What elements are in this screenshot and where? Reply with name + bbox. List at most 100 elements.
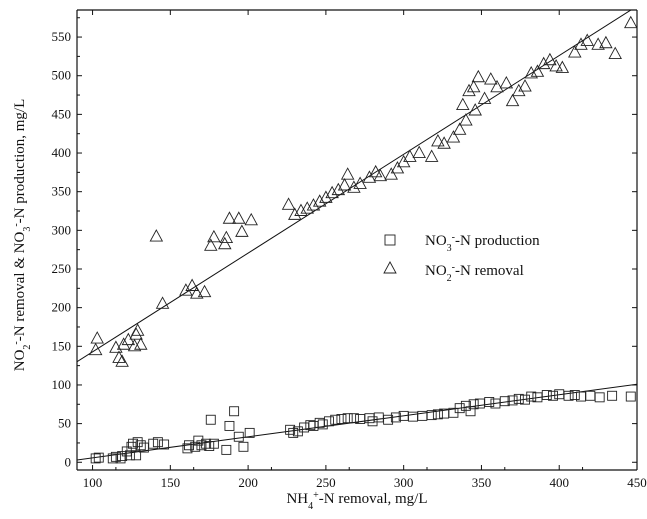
triangle-point [319, 190, 333, 203]
square-point [468, 399, 479, 410]
triangle-point [456, 97, 470, 111]
triangle-point [347, 180, 361, 193]
triangle-point [368, 164, 383, 178]
triangle-point [468, 103, 482, 116]
triangle-point [112, 350, 126, 363]
triangle-point [568, 45, 582, 58]
y-axis-title: NO2--N removal & NO3--N production, mg/L [11, 99, 33, 372]
triangle-point [431, 133, 445, 147]
axes [76, 9, 638, 471]
y-tick-label: 200 [52, 300, 72, 315]
square-point [135, 440, 146, 451]
square-point [563, 390, 574, 401]
square-point [520, 394, 530, 405]
x-tick-label: 400 [549, 475, 569, 490]
square-point [292, 426, 303, 437]
triangle-point [446, 130, 461, 143]
square-point [152, 437, 163, 448]
triangle-point [437, 136, 451, 149]
square-point [159, 439, 170, 450]
triangle-point [466, 79, 481, 93]
triangle-point [337, 178, 352, 191]
triangle-point [459, 113, 473, 126]
triangle-point [109, 340, 123, 353]
x-axis-ticks: 100 150 200 250 300 350 400 450 [83, 10, 647, 490]
triangle-point [484, 72, 498, 85]
triangle-point [288, 207, 302, 220]
triangle-point [505, 93, 520, 107]
triangle-point [129, 327, 143, 340]
triangle-point [306, 198, 321, 211]
square-point [364, 413, 375, 424]
square-point [342, 413, 353, 424]
square-point [348, 413, 359, 424]
square-point [324, 416, 334, 427]
y-tick-label: 250 [52, 261, 72, 276]
x-tick-label: 350 [472, 475, 492, 490]
triangle-point [555, 60, 570, 73]
y-tick-label: 0 [65, 454, 72, 469]
square-point [474, 398, 485, 409]
square-point [367, 416, 378, 427]
x-tick-label: 100 [83, 475, 103, 490]
square-point [224, 420, 235, 431]
trendline-square [77, 383, 637, 461]
data-points [88, 15, 638, 464]
triangle-point [530, 64, 545, 77]
triangle-point [222, 211, 237, 224]
y-tick-label: 100 [52, 377, 72, 392]
square-point [585, 390, 596, 401]
triangle-point [235, 224, 249, 237]
square-point [132, 437, 143, 448]
square-point [182, 443, 193, 454]
square-point [131, 450, 142, 461]
triangle-point [424, 149, 439, 162]
square-point [507, 395, 518, 406]
square-point [390, 412, 401, 423]
square-point [285, 424, 296, 435]
x-tick-label: 200 [238, 475, 258, 490]
legend-marker-triangle [383, 261, 397, 274]
square-point [336, 414, 347, 424]
triangle-point [281, 197, 296, 210]
square-point [465, 406, 476, 417]
square-point [526, 391, 537, 402]
x-tick-label: 450 [627, 475, 647, 490]
square-point [124, 450, 135, 461]
square-point [201, 438, 212, 449]
triangle-point [190, 286, 204, 299]
square-point [90, 453, 101, 464]
triangle-point [149, 229, 164, 242]
triangle-point [403, 149, 417, 162]
triangle-point [390, 161, 405, 174]
triangle-point [127, 338, 142, 352]
x-tick-label: 300 [394, 475, 414, 490]
square-point [548, 390, 558, 401]
triangle-point [543, 52, 557, 66]
triangle-point [232, 211, 246, 224]
square-point [607, 390, 618, 401]
triangle-point [452, 122, 467, 135]
square-point [373, 412, 384, 423]
y-axis-ticks: 0 50 100 150 200 250 300 350 400 450 500 550 [52, 17, 637, 469]
y-tick-label: 400 [52, 145, 72, 160]
square-point [308, 420, 319, 431]
triangle-point [88, 342, 103, 356]
square-point [330, 414, 341, 425]
y-tick-label: 150 [52, 338, 72, 353]
triangle-point [599, 35, 613, 49]
triangle-point [185, 278, 199, 291]
triangle-point [204, 238, 218, 251]
legend-marker-square [384, 234, 396, 246]
square-point [513, 393, 524, 404]
triangle-point [179, 283, 193, 296]
y-tick-label: 550 [52, 29, 72, 44]
triangle-point [294, 203, 308, 216]
triangle-point [134, 337, 148, 350]
square-point [383, 414, 394, 425]
triangle-point [218, 236, 232, 250]
triangle-point [574, 37, 588, 50]
triangle-point [591, 37, 605, 50]
legend-label-no2: NO2--N removal [425, 262, 524, 284]
